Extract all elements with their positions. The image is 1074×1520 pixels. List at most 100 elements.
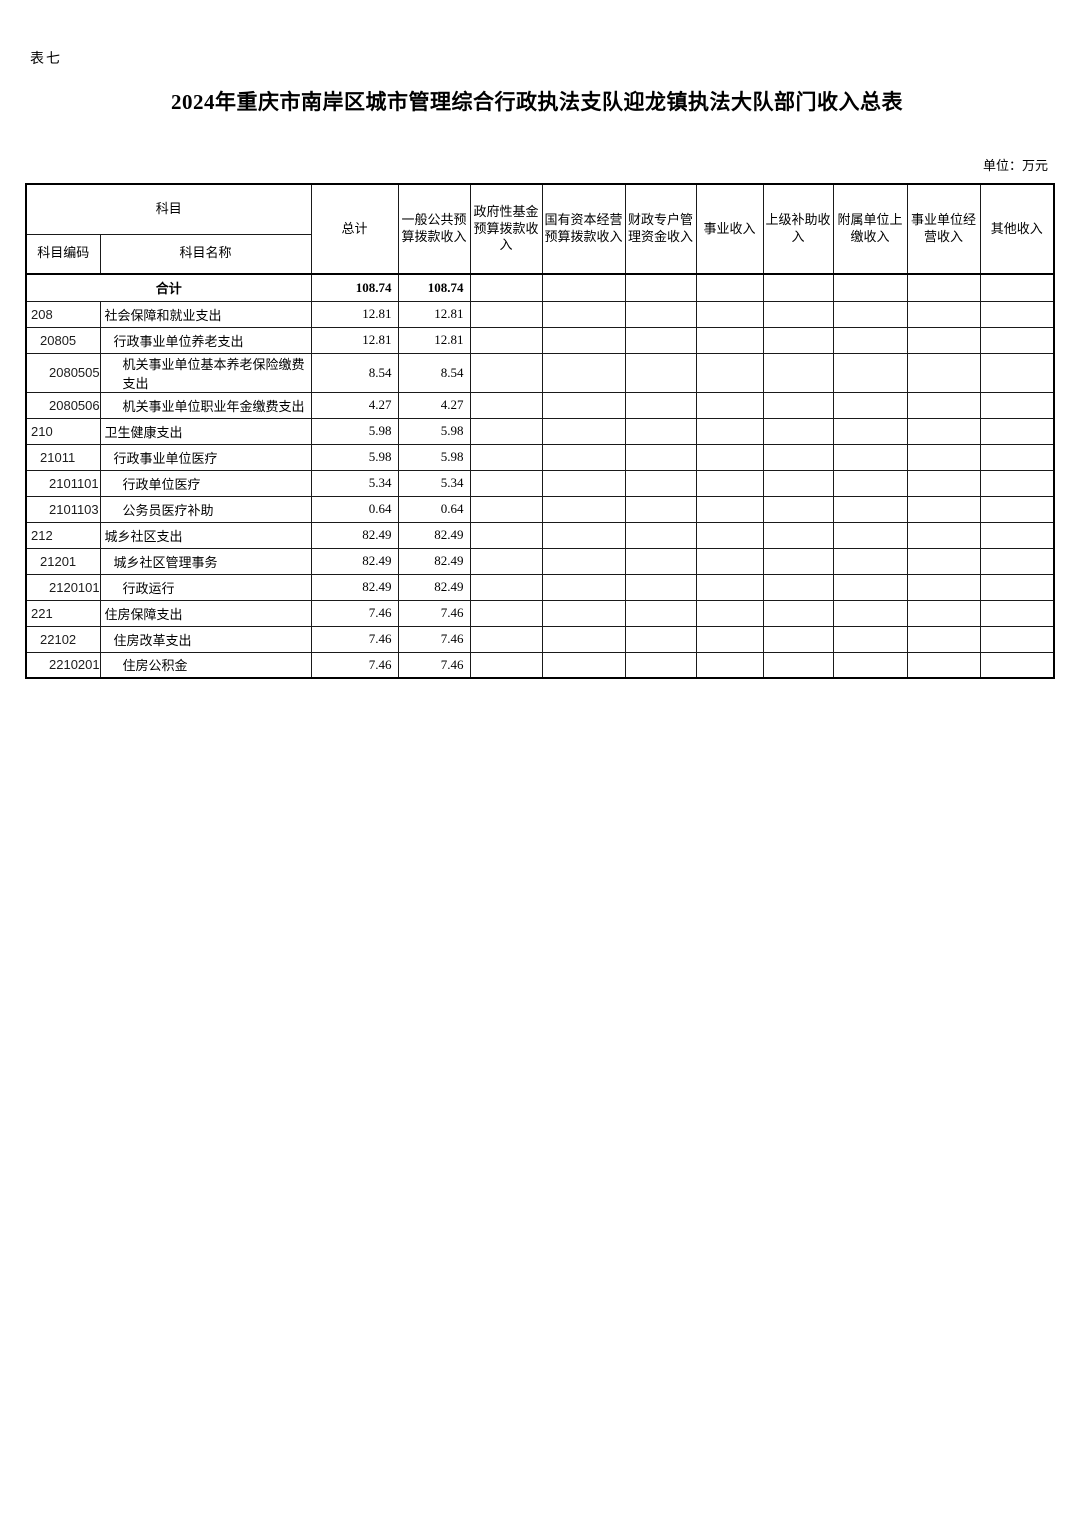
value-cell-0: 7.46 xyxy=(310,625,399,653)
value-cell-6 xyxy=(762,625,834,653)
table-row: 2210201 住房公积金 7.46 7.46 xyxy=(25,651,1055,679)
value-cell-9 xyxy=(979,443,1055,471)
header-row-sub: 科目编码 科目名称 xyxy=(25,233,1054,275)
value-cell-0: 82.49 xyxy=(310,573,399,601)
header-col-7: 附属单位上缴收入 xyxy=(832,183,908,275)
table-row: 221 住房保障支出 7.46 7.46 xyxy=(25,599,1055,627)
value-cell-9 xyxy=(979,352,1055,393)
value-cell-0: 8.54 xyxy=(310,352,399,393)
value-cell-1: 5.98 xyxy=(397,417,471,445)
value-cell-6 xyxy=(762,573,834,601)
value-cell-3 xyxy=(541,495,626,523)
value-cell-3 xyxy=(541,625,626,653)
value-cell-4 xyxy=(624,326,697,354)
value-cell-7 xyxy=(832,599,908,627)
subject-name-cell: 卫生健康支出 xyxy=(99,417,312,445)
value-cell-8 xyxy=(906,573,981,601)
value-cell-2 xyxy=(469,573,543,601)
table-row: 22102 住房改革支出 7.46 7.46 xyxy=(25,625,1055,653)
subject-code-cell: 212 xyxy=(25,521,101,549)
header-col-2: 政府性基金预算拨款收入 xyxy=(469,183,543,275)
value-cell-1: 7.46 xyxy=(397,599,471,627)
value-cell-5 xyxy=(695,443,764,471)
value-cell-8 xyxy=(906,326,981,354)
value-cell-4 xyxy=(624,599,697,627)
value-cell-3 xyxy=(541,352,626,393)
value-cell-3 xyxy=(541,443,626,471)
value-cell-4 xyxy=(624,352,697,393)
value-cell-9 xyxy=(979,573,1055,601)
value-cell-1: 4.27 xyxy=(397,391,471,419)
header-col-0: 总计 xyxy=(310,183,399,275)
value-cell-6 xyxy=(762,391,834,419)
value-cell-7 xyxy=(832,326,908,354)
value-cell-4 xyxy=(624,625,697,653)
value-cell-4 xyxy=(624,443,697,471)
subject-code-cell: 22102 xyxy=(25,625,101,653)
subject-name-cell: 城乡社区管理事务 xyxy=(99,547,312,575)
value-cell-6 xyxy=(762,495,834,523)
value-cell-0: 4.27 xyxy=(310,391,399,419)
table-row: 208 社会保障和就业支出 12.81 12.81 xyxy=(25,300,1055,328)
value-cell-1: 5.98 xyxy=(397,443,471,471)
subject-code-cell: 2210201 xyxy=(25,651,101,679)
value-cell-6 xyxy=(762,417,834,445)
table-row: 21011 行政事业单位医疗 5.98 5.98 xyxy=(25,443,1055,471)
value-cell-7 xyxy=(832,521,908,549)
value-cell-8 xyxy=(906,417,981,445)
subject-code-cell: 210 xyxy=(25,417,101,445)
value-cell-4 xyxy=(624,547,697,575)
value-cell-6 xyxy=(762,443,834,471)
value-cell-3 xyxy=(541,300,626,328)
value-cell-8 xyxy=(906,469,981,497)
value-cell-5 xyxy=(695,469,764,497)
value-cell-2 xyxy=(469,391,543,419)
header-col-1: 一般公共预算拨款收入 xyxy=(397,183,471,275)
value-cell-8 xyxy=(906,391,981,419)
value-cell-6 xyxy=(762,547,834,575)
table-row: 2080505 机关事业单位基本养老保险缴费支出 8.54 8.54 xyxy=(25,352,1055,393)
value-cell-8 xyxy=(906,599,981,627)
table-row: 2101101 行政单位医疗 5.34 5.34 xyxy=(25,469,1055,497)
value-cell-5 xyxy=(695,573,764,601)
value-cell-5 xyxy=(695,300,764,328)
header-col-4: 财政专户管理资金收入 xyxy=(624,183,697,275)
header-col-3: 国有资本经营预算拨款收入 xyxy=(541,183,626,275)
value-cell-4 xyxy=(624,573,697,601)
value-cell-1: 82.49 xyxy=(397,547,471,575)
value-cell-5 xyxy=(695,417,764,445)
header-subject-group: 科目 xyxy=(25,183,312,235)
value-cell-8 xyxy=(906,547,981,575)
subject-name-cell: 城乡社区支出 xyxy=(99,521,312,549)
table-row: 21201 城乡社区管理事务 82.49 82.49 xyxy=(25,547,1055,575)
value-cell-9 xyxy=(979,300,1055,328)
value-cell-7 xyxy=(832,651,908,679)
value-cell-0: 5.98 xyxy=(310,443,399,471)
value-cell-6 xyxy=(762,352,834,393)
value-cell-3 xyxy=(541,469,626,497)
value-cell-5 xyxy=(695,521,764,549)
subject-name-cell: 行政运行 xyxy=(99,573,312,601)
value-cell-6 xyxy=(762,651,834,679)
value-cell-6 xyxy=(762,326,834,354)
total-row-value-8 xyxy=(906,273,981,302)
value-cell-3 xyxy=(541,573,626,601)
value-cell-7 xyxy=(832,469,908,497)
value-cell-9 xyxy=(979,599,1055,627)
value-cell-8 xyxy=(906,651,981,679)
value-cell-3 xyxy=(541,521,626,549)
value-cell-1: 82.49 xyxy=(397,573,471,601)
value-cell-7 xyxy=(832,573,908,601)
value-cell-2 xyxy=(469,625,543,653)
value-cell-8 xyxy=(906,495,981,523)
total-row-value-0: 108.74 xyxy=(310,273,399,302)
subject-name-cell: 公务员医疗补助 xyxy=(99,495,312,523)
value-cell-2 xyxy=(469,469,543,497)
table-body: 合计 108.74 108.74 208 社会保障和就业支出 12.81 12.81 2080… xyxy=(25,273,1055,679)
value-cell-9 xyxy=(979,391,1055,419)
value-cell-1: 12.81 xyxy=(397,300,471,328)
value-cell-4 xyxy=(624,300,697,328)
value-cell-7 xyxy=(832,625,908,653)
income-summary-table: 科目 总计 一般公共预算拨款收入 政府性基金预算拨款收入 国有资本经营预算拨款收入 财政… xyxy=(25,183,1056,679)
